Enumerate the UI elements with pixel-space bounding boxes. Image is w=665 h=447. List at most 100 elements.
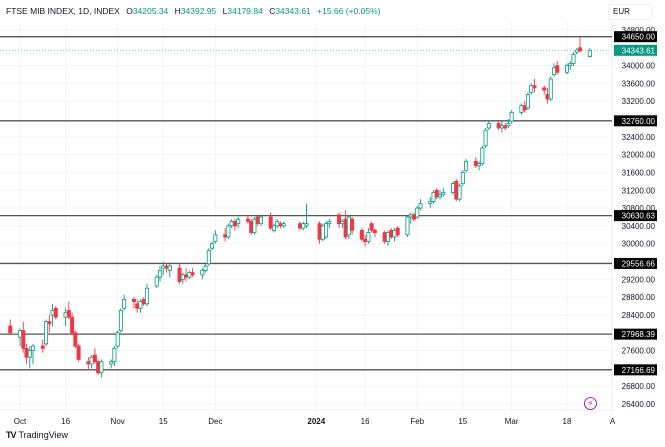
low-label: L — [222, 6, 228, 16]
candle-body — [428, 201, 433, 205]
candle-body — [226, 225, 231, 238]
candle-body — [587, 49, 592, 57]
y-tick-label: 32400.00 — [622, 133, 656, 142]
candle-body — [70, 316, 75, 334]
candle-body — [115, 332, 120, 347]
candle-body — [245, 218, 250, 222]
candle-body — [131, 298, 136, 302]
candle-body — [438, 194, 443, 198]
level-price-label — [614, 364, 657, 376]
high-label: H — [174, 6, 181, 16]
level-price-text: 29556.66 — [622, 259, 656, 268]
candle-body — [441, 192, 446, 196]
candle-body — [385, 232, 390, 242]
candle-body — [167, 265, 172, 271]
candle-body — [164, 265, 169, 269]
candle-body — [86, 361, 91, 365]
candle-body — [340, 221, 345, 225]
y-tick-label: 26800.00 — [622, 382, 656, 391]
level-price-label — [614, 257, 657, 269]
candle-body — [509, 111, 514, 122]
candle-body — [542, 87, 547, 91]
level-price-label — [614, 210, 657, 222]
candle-body — [405, 216, 410, 236]
candle-body — [31, 345, 36, 351]
y-tick-label: 34800.00 — [622, 26, 656, 35]
y-tick-label: 28800.00 — [622, 293, 656, 302]
candle-body — [17, 330, 22, 338]
level-price-label — [614, 328, 657, 340]
candle-body — [275, 221, 280, 227]
candle-body — [486, 123, 491, 129]
lightning-icon[interactable]: ⚡︎ — [584, 397, 597, 410]
last-price-label — [614, 44, 657, 56]
candle-body — [144, 287, 149, 305]
last-price-text: 34343.61 — [622, 46, 656, 55]
candle-body — [418, 203, 423, 209]
candle-body — [431, 192, 436, 202]
currency-button[interactable]: EUR — [608, 4, 652, 20]
candle-body — [63, 312, 68, 318]
candle-body — [249, 221, 254, 233]
candle-body — [503, 125, 508, 129]
candle-body — [395, 227, 400, 236]
candle-body — [223, 234, 228, 238]
candle-body — [53, 307, 58, 318]
footer-branding: TV TradingView — [6, 430, 68, 440]
candle-body — [109, 361, 114, 365]
x-tick-label: 15 — [159, 417, 168, 426]
candle-body — [40, 345, 45, 349]
x-tick-label: Oct — [14, 417, 27, 426]
candle-body — [206, 249, 211, 265]
x-tick-label: 16 — [61, 417, 70, 426]
candle-body — [271, 225, 276, 231]
y-tick-label: 30000.00 — [622, 240, 656, 249]
candle-body — [161, 265, 166, 269]
candle-body — [525, 94, 530, 109]
candle-body — [24, 347, 29, 358]
y-tick-label: 29200.00 — [622, 275, 656, 284]
candle-body — [122, 298, 127, 309]
candle-body — [47, 321, 52, 325]
candle-body — [154, 276, 159, 287]
x-tick-label: Dec — [208, 417, 222, 426]
candle-body — [210, 243, 215, 249]
candle-body — [369, 223, 374, 231]
candle-body — [8, 325, 13, 334]
ohlc-legend: FTSE MIB INDEX, 1D, INDEX O34205.34 H343… — [6, 6, 380, 16]
candle-body — [389, 229, 394, 238]
x-tick-label: A — [610, 417, 616, 426]
candle-body — [281, 223, 286, 227]
candle-body — [135, 303, 140, 309]
candle-body — [578, 47, 583, 52]
y-tick-label: 31600.00 — [622, 168, 656, 177]
y-tick-label: 33600.00 — [622, 79, 656, 88]
candle-body — [177, 267, 182, 282]
close-value: 34343.61 — [275, 6, 311, 16]
candle-body — [366, 232, 371, 242]
x-tick-label: 15 — [458, 417, 467, 426]
candle-body — [499, 125, 504, 129]
candle-body — [382, 232, 387, 242]
candle-body — [298, 223, 303, 229]
candle-body — [304, 223, 309, 227]
y-tick-label: 30400.00 — [622, 222, 656, 231]
candle-body — [574, 49, 579, 53]
high-value: 34392.95 — [180, 6, 217, 16]
candle-body — [529, 85, 534, 93]
candle-body — [278, 223, 283, 227]
x-tick-label: Feb — [410, 417, 424, 426]
candle-body — [568, 62, 573, 67]
tradingview-logo-icon: TV — [6, 430, 16, 440]
candle-body — [252, 218, 257, 233]
candle-body — [327, 221, 332, 225]
candle-body — [158, 270, 163, 278]
candle-body — [411, 214, 416, 220]
candle-body — [66, 310, 71, 318]
candle-body — [255, 216, 260, 225]
price-axis[interactable] — [612, 0, 665, 416]
x-tick-label: 2024 — [307, 417, 325, 426]
candle-body — [76, 345, 81, 360]
candle-body — [27, 350, 32, 358]
